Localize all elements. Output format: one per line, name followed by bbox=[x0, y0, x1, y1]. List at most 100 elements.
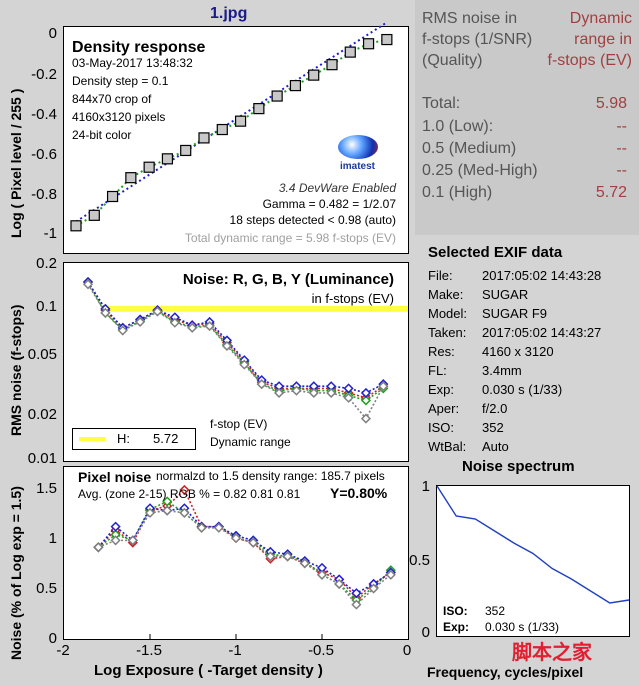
pixel-point bbox=[299, 558, 310, 569]
noise-point bbox=[204, 321, 215, 332]
noise-spectrum-chart-svg bbox=[436, 485, 630, 604]
pixel-y-text: Y=0.80% bbox=[330, 485, 388, 501]
pixel-point bbox=[265, 551, 276, 562]
exif-value: 2017:05:02 14:43:28 bbox=[482, 268, 602, 283]
rms-header-right: Dynamic bbox=[569, 10, 632, 27]
exif-key: ISO: bbox=[428, 420, 455, 435]
noise-point bbox=[378, 381, 389, 392]
exif-key: Make: bbox=[428, 287, 464, 302]
rms-header-right: range in bbox=[574, 31, 632, 48]
density-step-marker bbox=[271, 90, 283, 102]
pixel-point bbox=[213, 522, 224, 533]
pixel-point bbox=[162, 496, 173, 507]
rms-header-left: f-stops (1/SNR) bbox=[422, 31, 533, 48]
density-step-marker bbox=[362, 38, 375, 50]
density-step-marker bbox=[161, 153, 174, 165]
exif-key: File: bbox=[428, 268, 453, 283]
density-ytick: -1 bbox=[43, 225, 57, 242]
noise-ytick: 0.1 bbox=[36, 298, 57, 315]
pixel-point bbox=[248, 537, 259, 548]
legend-value: 5.72 bbox=[153, 431, 179, 446]
density-step-marker bbox=[344, 46, 356, 58]
density-step-marker bbox=[198, 132, 210, 144]
rms-row-label: Total: bbox=[422, 95, 461, 112]
pixel-point bbox=[230, 533, 242, 544]
noise-point bbox=[343, 392, 354, 403]
spectrum-ytick: 0.5 bbox=[409, 552, 430, 569]
pixel-xtick: 0 bbox=[402, 642, 412, 659]
density-chart-svg bbox=[70, 21, 393, 232]
exif-value: 3.4mm bbox=[482, 363, 522, 378]
noise-legend-box: H: 5.72 bbox=[72, 428, 196, 450]
noise-subtitle: in f-stops (EV) bbox=[311, 291, 394, 306]
pixel-point bbox=[334, 578, 345, 590]
spectrum-exp-label: Exp: bbox=[443, 620, 470, 634]
exif-title: Selected EXIF data bbox=[428, 244, 563, 261]
pixel-ytick: 0 bbox=[48, 630, 57, 647]
exif-value: SUGAR bbox=[482, 287, 529, 302]
exif-key: Taken: bbox=[428, 325, 467, 340]
exif-key: Res: bbox=[428, 344, 455, 359]
density-info-line: 4160x3120 pixels bbox=[72, 110, 166, 124]
rms-noise-table: RMS noise in f-stops (1/SNR) (Quality) D… bbox=[415, 0, 639, 235]
density-plot: Density response 03-May-2017 13:48:32 De… bbox=[63, 21, 409, 254]
noise-threshold-line bbox=[104, 305, 408, 312]
spectrum-exp-value: 0.030 s (1/33) bbox=[485, 620, 560, 634]
noise-spectrum-plot: ISO: 352 Exp: 0.030 s (1/33) bbox=[436, 485, 630, 637]
rms-header-right: f-stops (EV) bbox=[547, 52, 632, 69]
spectrum-iso-value: 352 bbox=[485, 604, 506, 618]
density-step-marker bbox=[308, 69, 320, 81]
density-info-line: Density step = 0.1 bbox=[72, 74, 169, 88]
rms-row-label: 0.5 (Medium) bbox=[422, 140, 517, 157]
noise-point bbox=[187, 322, 198, 333]
density-info-line: 844x70 crop of bbox=[72, 92, 152, 106]
legend-label: H: bbox=[117, 431, 130, 446]
pixel-noise-chart-svg bbox=[93, 484, 396, 639]
pixel-ytick: 1 bbox=[48, 530, 57, 547]
density-ytick: -0.2 bbox=[31, 66, 57, 83]
pixel-point bbox=[385, 569, 396, 580]
pixel-point bbox=[351, 588, 362, 599]
density-ytick: -0.6 bbox=[31, 146, 57, 163]
spectrum-line bbox=[436, 485, 630, 604]
imatest-logo-icon bbox=[338, 135, 378, 159]
noise-point bbox=[256, 379, 267, 390]
rms-noise-plot: Noise: R, G, B, Y (Luminance) in f-stops… bbox=[63, 262, 409, 462]
noise-ytick: 0.05 bbox=[27, 346, 57, 363]
exif-value: Auto bbox=[482, 439, 509, 454]
pixel-series-line bbox=[97, 507, 392, 595]
noise-note-line: f-stop (EV) bbox=[210, 417, 268, 431]
pixel-point bbox=[316, 569, 328, 580]
noise-point bbox=[291, 385, 302, 396]
noise-series-line bbox=[87, 283, 385, 420]
density-info-line: 24-bit color bbox=[72, 128, 132, 142]
noise-ytick: 0.2 bbox=[36, 255, 57, 272]
exif-key: WtBal: bbox=[428, 439, 467, 454]
pixel-point bbox=[144, 507, 156, 518]
pixel-title: Pixel noise bbox=[78, 469, 152, 485]
noise-ytick: 0.02 bbox=[27, 406, 57, 423]
pixel-xtick: -2 bbox=[56, 642, 70, 659]
exif-key: Aper: bbox=[428, 401, 460, 416]
gamma-text: Gamma = 0.482 = 1/2.07 bbox=[262, 197, 396, 211]
rms-row-value: 5.98 bbox=[595, 95, 627, 112]
pixel-series-line bbox=[97, 488, 392, 599]
density-step-marker bbox=[70, 220, 82, 232]
pixel-ytick: 0.5 bbox=[36, 580, 57, 597]
exif-value: 4160 x 3120 bbox=[482, 344, 554, 359]
rms-noise-chart-svg bbox=[82, 276, 408, 424]
pixel-xtick: -1.5 bbox=[136, 642, 162, 659]
rms-row-value: -- bbox=[616, 118, 627, 135]
rms-row-value: -- bbox=[616, 162, 627, 179]
noise-point bbox=[117, 325, 128, 336]
total-dr-text: Total dynamic range = 5.98 f-stops (EV) bbox=[184, 231, 396, 245]
noise-point bbox=[360, 395, 372, 406]
density-info-line: 03-May-2017 13:48:32 bbox=[72, 56, 193, 70]
pixel-point bbox=[93, 542, 104, 553]
noise-point bbox=[221, 340, 233, 352]
legend-yellow-line-icon bbox=[79, 437, 105, 441]
noise-point bbox=[100, 307, 111, 318]
noise-ytick: 0.01 bbox=[27, 450, 57, 467]
rms-header-left: RMS noise in bbox=[422, 10, 518, 27]
exif-key: FL: bbox=[428, 363, 447, 378]
